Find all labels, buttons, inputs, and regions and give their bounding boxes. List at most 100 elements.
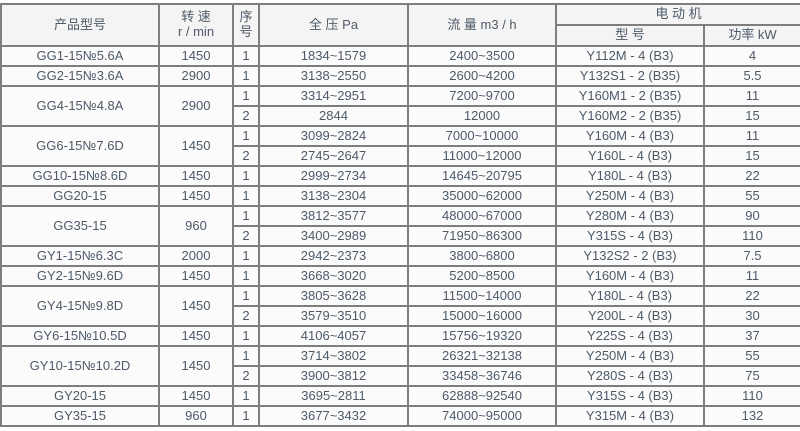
- cell-serial-no: 1: [232, 65, 260, 87]
- header-speed-line1: 转 速: [181, 9, 211, 25]
- cell-pressure: 3400~2989: [258, 225, 409, 247]
- header-serial-line1: 序: [239, 9, 253, 25]
- cell-motor-model: Y225S - 4 (B3): [555, 325, 705, 347]
- cell-flow: 12000: [407, 105, 557, 127]
- cell-serial-no: 2: [232, 365, 260, 387]
- cell-motor-power: 55: [702, 345, 800, 367]
- cell-speed: 1450: [158, 345, 234, 387]
- cell-speed: 1450: [158, 165, 234, 187]
- cell-speed: 1450: [158, 385, 234, 407]
- cell-flow: 26321~32138: [407, 345, 557, 367]
- cell-serial-no: 2: [232, 105, 260, 127]
- cell-serial-no: 2: [232, 145, 260, 167]
- table-row: GY2-15№9.6D 1450 1 3668~3020 5200~8500 Y160M …: [0, 265, 800, 287]
- cell-pressure: 3900~3812: [258, 365, 409, 387]
- cell-pressure: 4106~4057: [258, 325, 409, 347]
- cell-flow: 11000~12000: [407, 145, 557, 167]
- cell-serial-no: 1: [232, 125, 260, 147]
- header-serial-no: 序 号: [232, 3, 260, 47]
- table-row: GY1-15№6.3C 2000 1 2942~2373 3800~6800 Y132S2…: [0, 245, 800, 267]
- cell-speed: 1450: [158, 265, 234, 287]
- cell-serial-no: 1: [232, 325, 260, 347]
- cell-motor-model: Y315S - 4 (B3): [555, 225, 705, 247]
- cell-motor-model: Y315M - 4 (B3): [555, 405, 705, 427]
- cell-pressure: 3812~3577: [258, 205, 409, 227]
- cell-serial-no: 1: [232, 185, 260, 207]
- table-row: GG35-15 960 1 3812~3577 48000~67000 Y280M - 4…: [0, 205, 800, 247]
- cell-product-model: GG4-15№4.8A: [0, 85, 160, 127]
- cell-serial-no: 1: [232, 265, 260, 287]
- cell-flow: 14645~20795: [407, 165, 557, 187]
- cell-pressure: 3314~2951: [258, 85, 409, 107]
- cell-flow: 3800~6800: [407, 245, 557, 267]
- cell-flow: 33458~36746: [407, 365, 557, 387]
- cell-motor-power: 30: [702, 305, 800, 327]
- cell-serial-no: 1: [232, 345, 260, 367]
- cell-speed: 1450: [158, 125, 234, 167]
- table-row: 2 3400~2989 71950~86300 Y315S - 4 (B3) 110: [1, 225, 800, 247]
- cell-pressure: 2745~2647: [258, 145, 409, 167]
- cell-motor-power: 11: [702, 265, 800, 287]
- cell-serial-no: 1: [232, 245, 260, 267]
- cell-motor-model: Y160L - 4 (B3): [555, 145, 705, 167]
- cell-motor-model: Y132S2 - 2 (B3): [555, 245, 705, 267]
- cell-product-model: GY10-15№10.2D: [0, 345, 160, 387]
- cell-serial-no: 2: [232, 305, 260, 327]
- cell-serial-no: 1: [232, 205, 260, 227]
- cell-motor-power: 4: [702, 45, 800, 67]
- cell-motor-model: Y180L - 4 (B3): [555, 165, 705, 187]
- cell-flow: 2400~3500: [407, 45, 557, 67]
- cell-serial-no: 2: [232, 225, 260, 247]
- table-row: GY10-15№10.2D 1450 1 3714~3802 26321~32138 Y2…: [0, 345, 800, 387]
- cell-serial-no: 1: [232, 405, 260, 427]
- cell-motor-power: 22: [702, 165, 800, 187]
- cell-motor-model: Y280S - 4 (B3): [555, 365, 705, 387]
- cell-product-model: GG6-15№7.6D: [0, 125, 160, 167]
- cell-motor-model: Y160M1 - 2 (B35): [555, 85, 705, 107]
- cell-flow: 74000~95000: [407, 405, 557, 427]
- header-serial-line2: 号: [239, 24, 253, 39]
- cell-motor-model: Y280M - 4 (B3): [555, 205, 705, 227]
- cell-flow: 5200~8500: [407, 265, 557, 287]
- table-row: GY35-15 960 1 3677~3432 74000~95000 Y315M - 4…: [0, 405, 800, 427]
- cell-product-model: GG10-15№8.6D: [0, 165, 160, 187]
- table-row: 2 2745~2647 11000~12000 Y160L - 4 (B3) 15: [1, 145, 800, 167]
- cell-pressure: 3138~2550: [258, 65, 409, 87]
- cell-product-model: GY4-15№9.8D: [0, 285, 160, 327]
- header-speed-line2: r / min: [177, 24, 215, 39]
- cell-product-model: GY20-15: [0, 385, 160, 407]
- cell-motor-power: 15: [702, 105, 800, 127]
- header-motor-model: 型 号: [555, 24, 705, 47]
- table-row: GG6-15№7.6D 1450 1 3099~2824 7000~10000 Y160M…: [0, 125, 800, 167]
- header-motor-group: 电 动 机: [554, 3, 800, 26]
- cell-speed: 960: [158, 205, 234, 247]
- cell-product-model: GG35-15: [0, 205, 160, 247]
- header-flow: 流 量 m3 / h: [407, 3, 557, 47]
- table-row: GG20-15 1450 1 3138~2304 35000~62000 Y250M - …: [0, 185, 800, 207]
- cell-speed: 1450: [158, 185, 234, 207]
- table-row: 2 2844 12000 Y160M2 - 2 (B35) 15: [1, 105, 800, 127]
- cell-speed: 2900: [158, 65, 234, 87]
- cell-motor-model: Y160M - 4 (B3): [555, 265, 705, 287]
- header-product-model: 产品型号: [0, 3, 160, 47]
- cell-serial-no: 1: [232, 285, 260, 307]
- cell-motor-power: 132: [702, 405, 800, 427]
- cell-speed: 1450: [158, 285, 234, 327]
- cell-motor-power: 7.5: [702, 245, 800, 267]
- cell-flow: 35000~62000: [407, 185, 557, 207]
- cell-motor-model: Y250M - 4 (B3): [555, 345, 705, 367]
- cell-motor-power: 75: [702, 365, 800, 387]
- cell-pressure: 3579~3510: [258, 305, 409, 327]
- cell-product-model: GG2-15№3.6A: [0, 65, 160, 87]
- cell-motor-model: Y315S - 4 (B3): [555, 385, 705, 407]
- table-row: 2 3579~3510 15000~16000 Y200L - 4 (B3) 30: [1, 305, 800, 327]
- cell-pressure: 3138~2304: [258, 185, 409, 207]
- cell-motor-power: 22: [702, 285, 800, 307]
- cell-pressure: 3714~3802: [258, 345, 409, 367]
- cell-product-model: GY6-15№10.5D: [0, 325, 160, 347]
- cell-pressure: 2844: [258, 105, 409, 127]
- cell-motor-power: 55: [702, 185, 800, 207]
- cell-pressure: 3099~2824: [258, 125, 409, 147]
- fan-spec-table: 产品型号 转 速 r / min 序 号 全 压 Pa 流 量 m3 / h 电…: [0, 3, 800, 427]
